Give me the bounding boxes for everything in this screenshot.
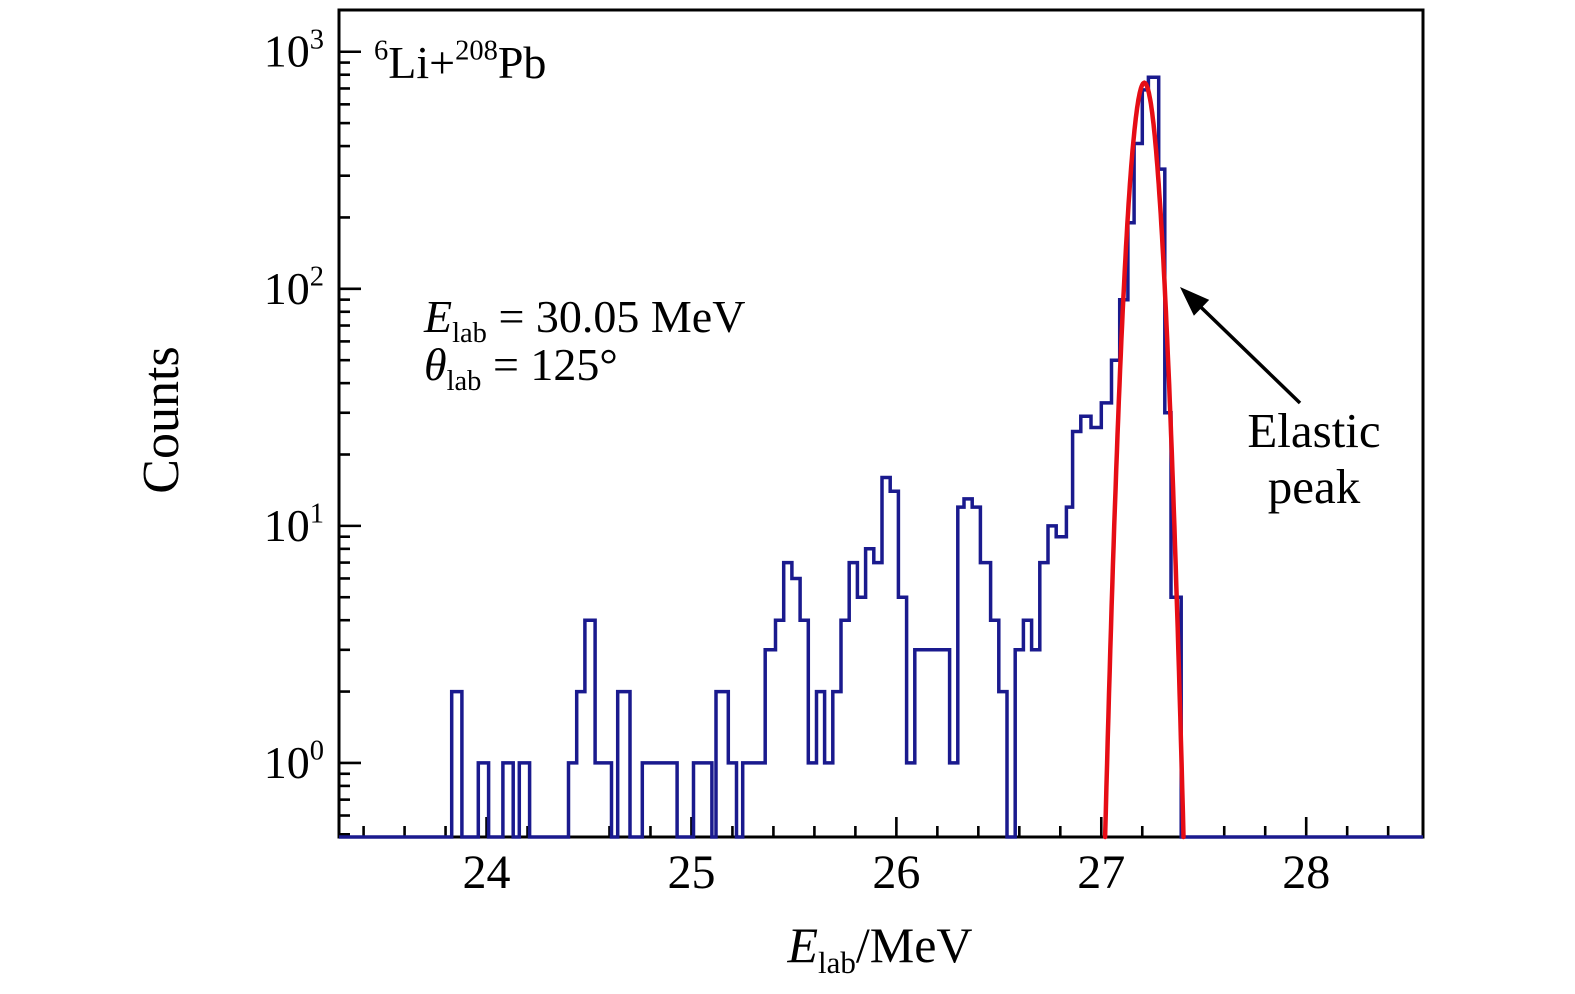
beam-energy-label: Elab = 30.05 MeV: [423, 291, 745, 349]
x-tick-label: 28: [1282, 846, 1330, 899]
elastic-peak-label-line1: Elastic: [1247, 403, 1380, 458]
x-tick-label: 26: [872, 846, 920, 899]
y-tick-label: 100: [264, 736, 324, 788]
x-tick-label: 25: [667, 846, 715, 899]
y-tick-label: 103: [264, 24, 324, 76]
elastic-peak-label-line2: peak: [1268, 459, 1361, 514]
x-tick-label: 27: [1077, 846, 1125, 899]
y-axis-label: Counts: [133, 346, 190, 493]
angle-label: θlab = 125°: [424, 339, 618, 397]
reaction-label: 6Li+208Pb: [374, 36, 546, 88]
gaussian-fit-curve: [1102, 80, 1186, 840]
x-tick-label: 24: [463, 846, 511, 899]
histogram-line: [339, 75, 1423, 839]
y-tick-label: 102: [264, 261, 324, 313]
y-axis-ticks: [339, 50, 361, 836]
arrow-shaft: [1194, 301, 1302, 405]
x-axis-tick-labels: 24 25 26 27 28: [463, 846, 1331, 899]
arrow-head: [1180, 287, 1210, 316]
y-axis-tick-labels: 100 101 102 103: [264, 24, 324, 788]
y-tick-label: 101: [264, 498, 324, 550]
plot-frame: [337, 8, 1425, 839]
x-axis-ticks: [362, 817, 1390, 837]
x-axis-label: Elab/MeV: [786, 917, 972, 980]
annotation-arrow: [1180, 287, 1302, 405]
